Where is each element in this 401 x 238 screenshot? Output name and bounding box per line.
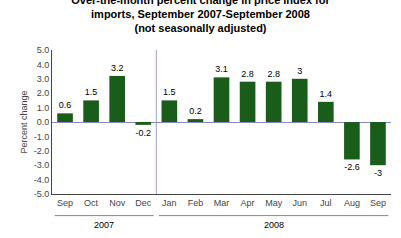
svg-text:Jul: Jul <box>320 198 332 208</box>
svg-text:-5.0: -5.0 <box>34 189 50 199</box>
svg-text:Oct: Oct <box>84 198 99 208</box>
svg-text:1.0: 1.0 <box>37 103 50 113</box>
svg-text:Jan: Jan <box>162 198 177 208</box>
svg-text:5.0: 5.0 <box>37 45 50 55</box>
svg-text:3.0: 3.0 <box>37 74 50 84</box>
svg-text:-1.0: -1.0 <box>34 132 50 142</box>
svg-text:Over-the-month percent change: Over-the-month percent change in price i… <box>71 0 330 34</box>
svg-text:1.5: 1.5 <box>163 87 176 97</box>
svg-text:Aug: Aug <box>344 198 360 208</box>
svg-text:Feb: Feb <box>188 198 204 208</box>
svg-text:2.8: 2.8 <box>241 69 254 79</box>
svg-text:3.2: 3.2 <box>111 63 124 73</box>
svg-text:0.2: 0.2 <box>189 106 202 116</box>
svg-text:Jun: Jun <box>292 198 307 208</box>
svg-text:Dec: Dec <box>135 198 152 208</box>
svg-text:2008: 2008 <box>264 220 284 230</box>
svg-text:3: 3 <box>297 66 302 76</box>
svg-text:2.0: 2.0 <box>37 88 50 98</box>
svg-text:1.5: 1.5 <box>85 87 98 97</box>
svg-text:May: May <box>265 198 283 208</box>
svg-text:4.0: 4.0 <box>37 60 50 70</box>
svg-text:0.6: 0.6 <box>59 100 72 110</box>
svg-text:2007: 2007 <box>94 220 114 230</box>
svg-text:Mar: Mar <box>214 198 230 208</box>
svg-text:Sep: Sep <box>57 198 73 208</box>
svg-text:Sep: Sep <box>370 198 386 208</box>
svg-text:Apr: Apr <box>241 198 255 208</box>
svg-text:-2.0: -2.0 <box>34 146 50 156</box>
svg-text:3.1: 3.1 <box>215 64 228 74</box>
svg-text:2.8: 2.8 <box>267 69 280 79</box>
svg-text:-2.6: -2.6 <box>344 162 360 172</box>
svg-text:-3.0: -3.0 <box>34 160 50 170</box>
svg-text:-3: -3 <box>374 168 382 178</box>
svg-text:Percent change: Percent change <box>19 90 29 153</box>
svg-text:-0.2: -0.2 <box>136 128 152 138</box>
svg-text:-4.0: -4.0 <box>34 175 50 185</box>
svg-text:0.0: 0.0 <box>37 117 50 127</box>
svg-text:1.4: 1.4 <box>320 89 333 99</box>
svg-text:Nov: Nov <box>109 198 126 208</box>
